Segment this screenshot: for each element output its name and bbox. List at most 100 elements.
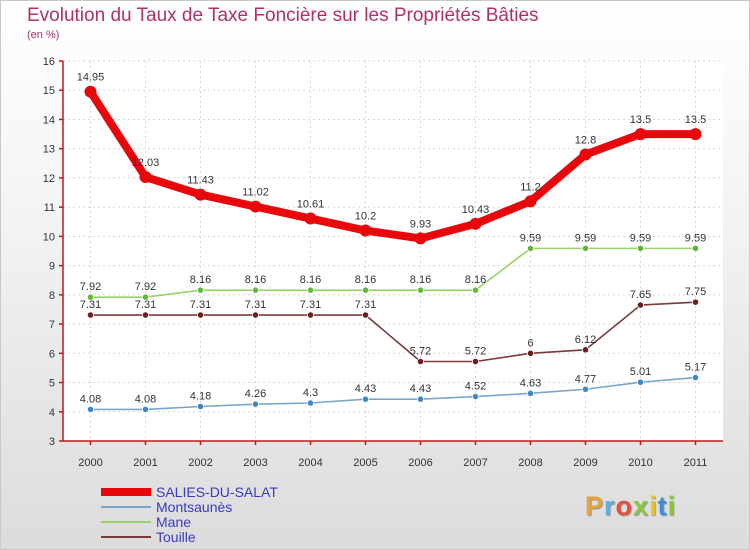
data-label: 8.16	[410, 274, 431, 286]
y-tick-label: 13	[43, 144, 55, 156]
data-label: 5.72	[465, 345, 486, 357]
y-tick-label: 11	[44, 202, 55, 214]
logo-letter: i	[667, 491, 677, 521]
y-tick-label: 9	[49, 261, 55, 273]
x-tick-label: 2003	[243, 457, 267, 469]
y-tick-label: 16	[43, 56, 55, 68]
data-point	[469, 217, 482, 230]
data-label: 10.43	[462, 204, 490, 216]
data-point	[84, 85, 97, 98]
logo-letter: x	[633, 491, 650, 521]
data-label: 10.61	[297, 199, 325, 211]
data-label: 6.12	[575, 334, 596, 346]
series-line-touille	[89, 301, 697, 363]
y-tick-label: 4	[49, 407, 55, 419]
data-point	[579, 148, 592, 161]
data-point	[471, 286, 480, 294]
legend-item: Mane	[101, 514, 361, 530]
chart-subtitle: (en %)	[27, 29, 60, 41]
data-point	[194, 188, 207, 201]
data-point	[526, 389, 535, 397]
data-label: 11.2	[520, 181, 541, 193]
data-label: 12.8	[575, 135, 596, 147]
legend: SALIES-DU-SALAT Montsaunès Mane Touille	[101, 484, 361, 545]
data-label: 8.16	[300, 274, 321, 286]
data-label: 5.72	[410, 345, 431, 357]
data-label: 9.59	[520, 232, 541, 244]
data-point	[414, 232, 427, 245]
logo-letter: o	[615, 491, 634, 521]
data-point	[196, 402, 205, 411]
data-point	[139, 171, 152, 184]
data-point	[86, 293, 95, 301]
y-tick-label: 5	[49, 378, 55, 390]
data-label: 8.16	[355, 274, 376, 286]
data-point	[361, 286, 370, 294]
x-tick-label: 2005	[353, 457, 377, 469]
y-tick-label: 3	[49, 436, 55, 448]
data-label: 7.92	[80, 281, 101, 293]
data-point	[86, 405, 95, 414]
data-point	[526, 244, 535, 252]
data-label: 4.08	[135, 393, 156, 405]
data-point	[689, 128, 702, 141]
data-label: 4.77	[575, 373, 596, 385]
legend-swatch	[101, 488, 151, 496]
data-label: 11.43	[187, 175, 214, 187]
data-point	[141, 293, 150, 301]
data-point	[251, 400, 260, 408]
data-point	[636, 244, 645, 252]
data-point	[691, 244, 700, 252]
data-point	[416, 286, 425, 294]
data-point	[471, 357, 480, 366]
data-label: 4.43	[410, 383, 431, 395]
data-point	[306, 311, 315, 319]
x-tick-label: 2011	[684, 457, 708, 469]
data-label: 11.02	[242, 187, 269, 199]
data-point	[141, 311, 150, 319]
data-point	[196, 286, 205, 294]
y-tick-label: 7	[49, 319, 55, 331]
data-point	[691, 373, 700, 382]
data-point	[636, 301, 645, 309]
legend-label: Montsaunès	[156, 499, 233, 515]
x-tick-label: 2009	[573, 457, 597, 469]
data-label: 4.26	[245, 388, 266, 400]
data-point	[361, 395, 370, 403]
data-label: 6	[527, 337, 533, 349]
proxiti-logo: Proxiti	[585, 491, 676, 522]
data-label: 7.31	[190, 299, 211, 311]
data-label: 4.08	[80, 393, 101, 405]
logo-letter: P	[585, 491, 605, 521]
x-tick-label: 2008	[518, 457, 542, 469]
data-label: 13.5	[630, 114, 651, 126]
logo-letter: r	[604, 491, 616, 521]
data-label: 9.59	[685, 232, 706, 244]
data-point	[196, 311, 205, 319]
data-label: 7.31	[80, 299, 101, 311]
data-point	[416, 395, 425, 403]
data-point	[634, 128, 647, 141]
data-label: 7.65	[630, 289, 651, 301]
y-tick-label: 14	[43, 114, 55, 126]
legend-item: SALIES-DU-SALAT	[101, 484, 361, 500]
data-point	[526, 349, 535, 357]
data-point	[249, 200, 262, 213]
series-line-montsaun-s	[89, 376, 697, 411]
data-point	[306, 286, 315, 294]
data-label: 7.31	[245, 299, 266, 311]
data-label: 4.63	[520, 377, 541, 389]
data-label: 10.2	[355, 211, 376, 223]
x-tick-label: 2002	[188, 457, 212, 469]
legend-label: Mane	[156, 514, 192, 530]
data-label: 4.3	[303, 387, 318, 399]
legend-item: Montsaunès	[101, 499, 361, 515]
data-label: 12.03	[132, 157, 160, 169]
x-tick-label: 2001	[133, 457, 157, 469]
data-point	[581, 244, 590, 252]
legend-label: SALIES-DU-SALAT	[156, 484, 278, 500]
data-label: 7.75	[685, 286, 706, 298]
y-tick-label: 6	[49, 348, 55, 360]
